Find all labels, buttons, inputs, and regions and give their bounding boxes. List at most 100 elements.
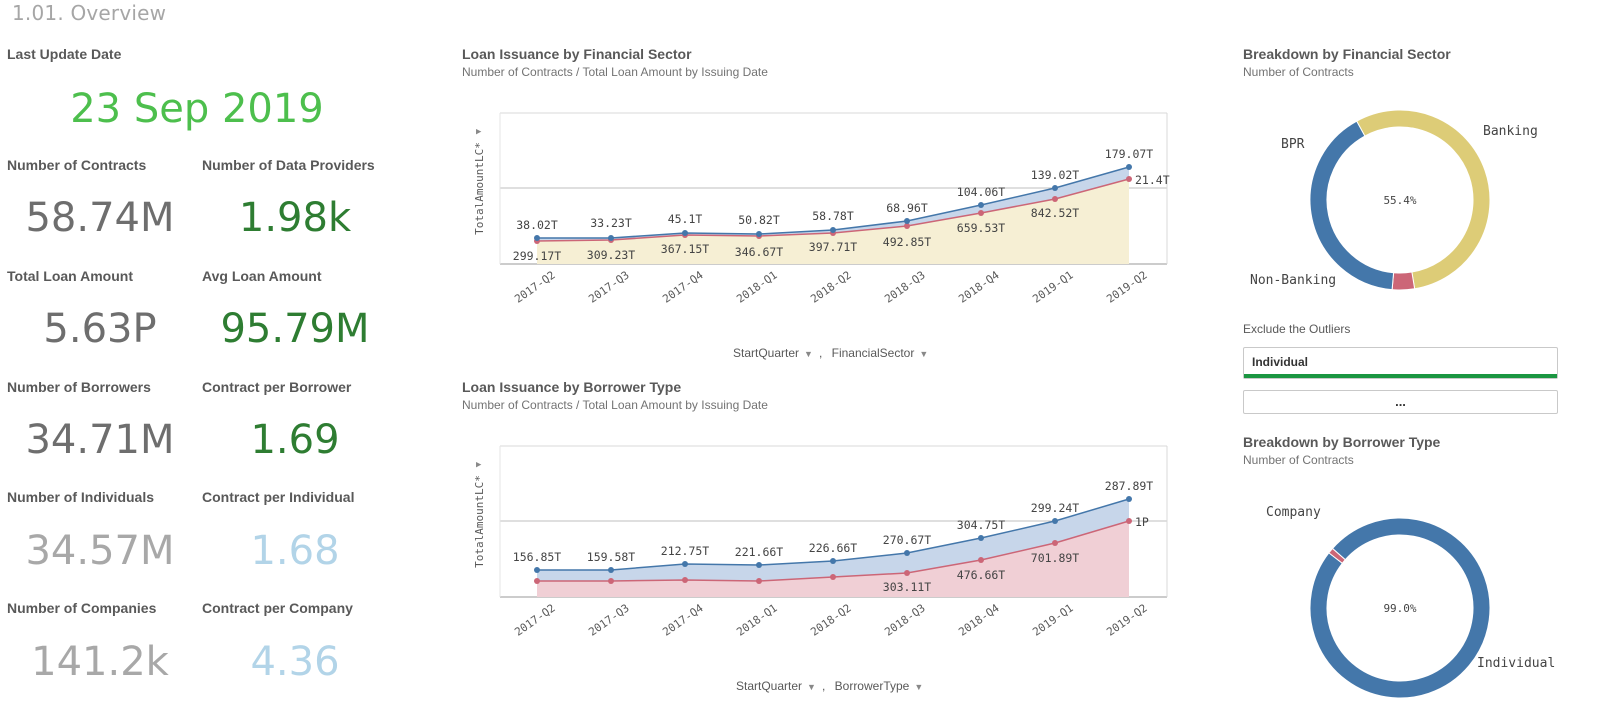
data-point[interactable] — [756, 231, 762, 237]
more-button[interactable]: ... — [1243, 390, 1558, 414]
data-label: 33.23T — [590, 216, 632, 230]
y-axis-menu-icon[interactable]: ▶ — [476, 460, 482, 470]
borrower-donut-chart[interactable]: 99.0% Individual Company — [1243, 490, 1563, 710]
data-point[interactable] — [1126, 164, 1132, 170]
borrowers-value: 34.71M — [25, 417, 175, 463]
loan-amount-label: Total Loan Amount — [7, 268, 133, 284]
data-point[interactable] — [978, 535, 984, 541]
filter-selected-label: Individual — [1252, 355, 1309, 369]
dropdown-icon[interactable]: ▼ — [807, 682, 816, 692]
data-point[interactable] — [1126, 496, 1132, 502]
borrower-chart-title: Loan Issuance by Borrower Type — [462, 379, 682, 395]
sector-donut-chart[interactable]: 55.4% Banking BPR Non-Banking — [1243, 100, 1563, 310]
area-fill-bottom — [537, 179, 1129, 264]
x-tick-label: 2017-Q2 — [512, 269, 557, 306]
x-tick-label: 2018-Q3 — [882, 269, 927, 306]
dim-financial-sector[interactable]: FinancialSector — [831, 346, 915, 360]
data-point[interactable] — [1126, 176, 1132, 182]
x-tick-label: 2019-Q1 — [1030, 269, 1075, 306]
dim-start-quarter[interactable]: StartQuarter — [736, 679, 803, 693]
data-label: 159.58T — [587, 550, 636, 564]
y-axis-label: TotalAmountLC* — [473, 475, 486, 568]
data-label: 68.96T — [886, 201, 928, 215]
data-point[interactable] — [534, 578, 540, 584]
x-tick-label: 2019-Q1 — [1030, 602, 1075, 639]
data-label: 270.67T — [883, 533, 932, 547]
data-point[interactable] — [608, 235, 614, 241]
data-point[interactable] — [608, 578, 614, 584]
dropdown-icon[interactable]: ▼ — [804, 349, 813, 359]
data-point[interactable] — [608, 567, 614, 573]
data-point[interactable] — [682, 561, 688, 567]
data-point[interactable] — [682, 577, 688, 583]
data-label: 21.4T — [1135, 173, 1170, 187]
providers-value: 1.98k — [238, 195, 352, 241]
dim-start-quarter[interactable]: StartQuarter — [733, 346, 800, 360]
x-tick-label: 2017-Q3 — [586, 602, 631, 639]
data-point[interactable] — [756, 578, 762, 584]
providers-label: Number of Data Providers — [202, 157, 375, 173]
data-point[interactable] — [904, 218, 910, 224]
donut-slice[interactable] — [1309, 517, 1491, 699]
data-point[interactable] — [534, 235, 540, 241]
donut-center-label: 55.4% — [1383, 194, 1416, 207]
slice-label: Banking — [1483, 124, 1538, 139]
area-fill-band — [537, 499, 1129, 581]
data-point[interactable] — [1052, 518, 1058, 524]
sector-chart-title: Loan Issuance by Financial Sector — [462, 46, 692, 62]
filter-selected-item[interactable]: Individual — [1243, 347, 1558, 379]
data-point[interactable] — [830, 558, 836, 564]
data-point[interactable] — [978, 210, 984, 216]
data-label: 492.85T — [883, 235, 932, 249]
x-tick-label: 2017-Q2 — [512, 602, 557, 639]
data-point[interactable] — [904, 223, 910, 229]
data-label: 659.53T — [957, 221, 1006, 235]
sheet-title: 1.01. Overview — [12, 1, 167, 25]
dim-borrower-type[interactable]: BorrowerType — [834, 679, 910, 693]
borrower-donut-title: Breakdown by Borrower Type — [1243, 434, 1441, 450]
data-point[interactable] — [830, 227, 836, 233]
borrower-area-chart[interactable]: TotalAmountLC* ▶ 156.85T 159.58T 212.75T 221.… — [462, 433, 1182, 668]
data-point[interactable] — [978, 557, 984, 563]
donut-slice[interactable] — [1309, 120, 1395, 291]
data-point[interactable] — [1126, 518, 1132, 524]
dim-separator: , — [818, 346, 823, 360]
borrower-chart-dimension-bar: StartQuarter ▼, BorrowerType ▼ — [736, 679, 929, 693]
data-point[interactable] — [756, 562, 762, 568]
last-update-value: 23 Sep 2019 — [70, 86, 324, 132]
data-label: 104.06T — [957, 185, 1006, 199]
slice-label: BPR — [1281, 137, 1305, 152]
data-point[interactable] — [682, 230, 688, 236]
sector-area-chart[interactable]: TotalAmountLC* ▶ 38.02T 299.17T 33.23T 309.23… — [462, 100, 1182, 335]
donut-slice[interactable] — [1391, 271, 1416, 291]
x-tick-label: 2017-Q4 — [660, 601, 706, 638]
data-point[interactable] — [904, 550, 910, 556]
dropdown-icon[interactable]: ▼ — [914, 682, 924, 692]
donut-slice[interactable] — [1328, 547, 1346, 564]
donut-slice[interactable] — [1355, 109, 1491, 290]
data-point[interactable] — [904, 570, 910, 576]
data-label: 476.66T — [957, 568, 1006, 582]
data-point[interactable] — [978, 202, 984, 208]
sector-chart-subtitle: Number of Contracts / Total Loan Amount … — [462, 65, 768, 79]
borrower-donut-subtitle: Number of Contracts — [1243, 453, 1354, 467]
donut-center-label: 99.0% — [1383, 602, 1416, 615]
contract-per-company-value: 4.36 — [250, 639, 340, 685]
x-tick-label: 2018-Q2 — [808, 269, 853, 306]
data-label: 212.75T — [661, 544, 710, 558]
data-point[interactable] — [1052, 540, 1058, 546]
data-point[interactable] — [534, 567, 540, 573]
companies-value: 141.2k — [31, 639, 169, 685]
data-point[interactable] — [830, 574, 836, 580]
dropdown-icon[interactable]: ▼ — [919, 349, 929, 359]
contract-per-borrower-value: 1.69 — [250, 417, 340, 463]
x-tick-label: 2017-Q3 — [586, 269, 631, 306]
contracts-label: Number of Contracts — [7, 157, 147, 173]
data-point[interactable] — [1052, 196, 1058, 202]
y-axis-menu-icon[interactable]: ▶ — [476, 127, 482, 137]
data-label: 346.67T — [735, 245, 784, 259]
borrowers-label: Number of Borrowers — [7, 379, 151, 395]
contract-per-individual-label: Contract per Individual — [202, 489, 355, 505]
data-point[interactable] — [1052, 185, 1058, 191]
slice-label: Individual — [1477, 656, 1555, 671]
